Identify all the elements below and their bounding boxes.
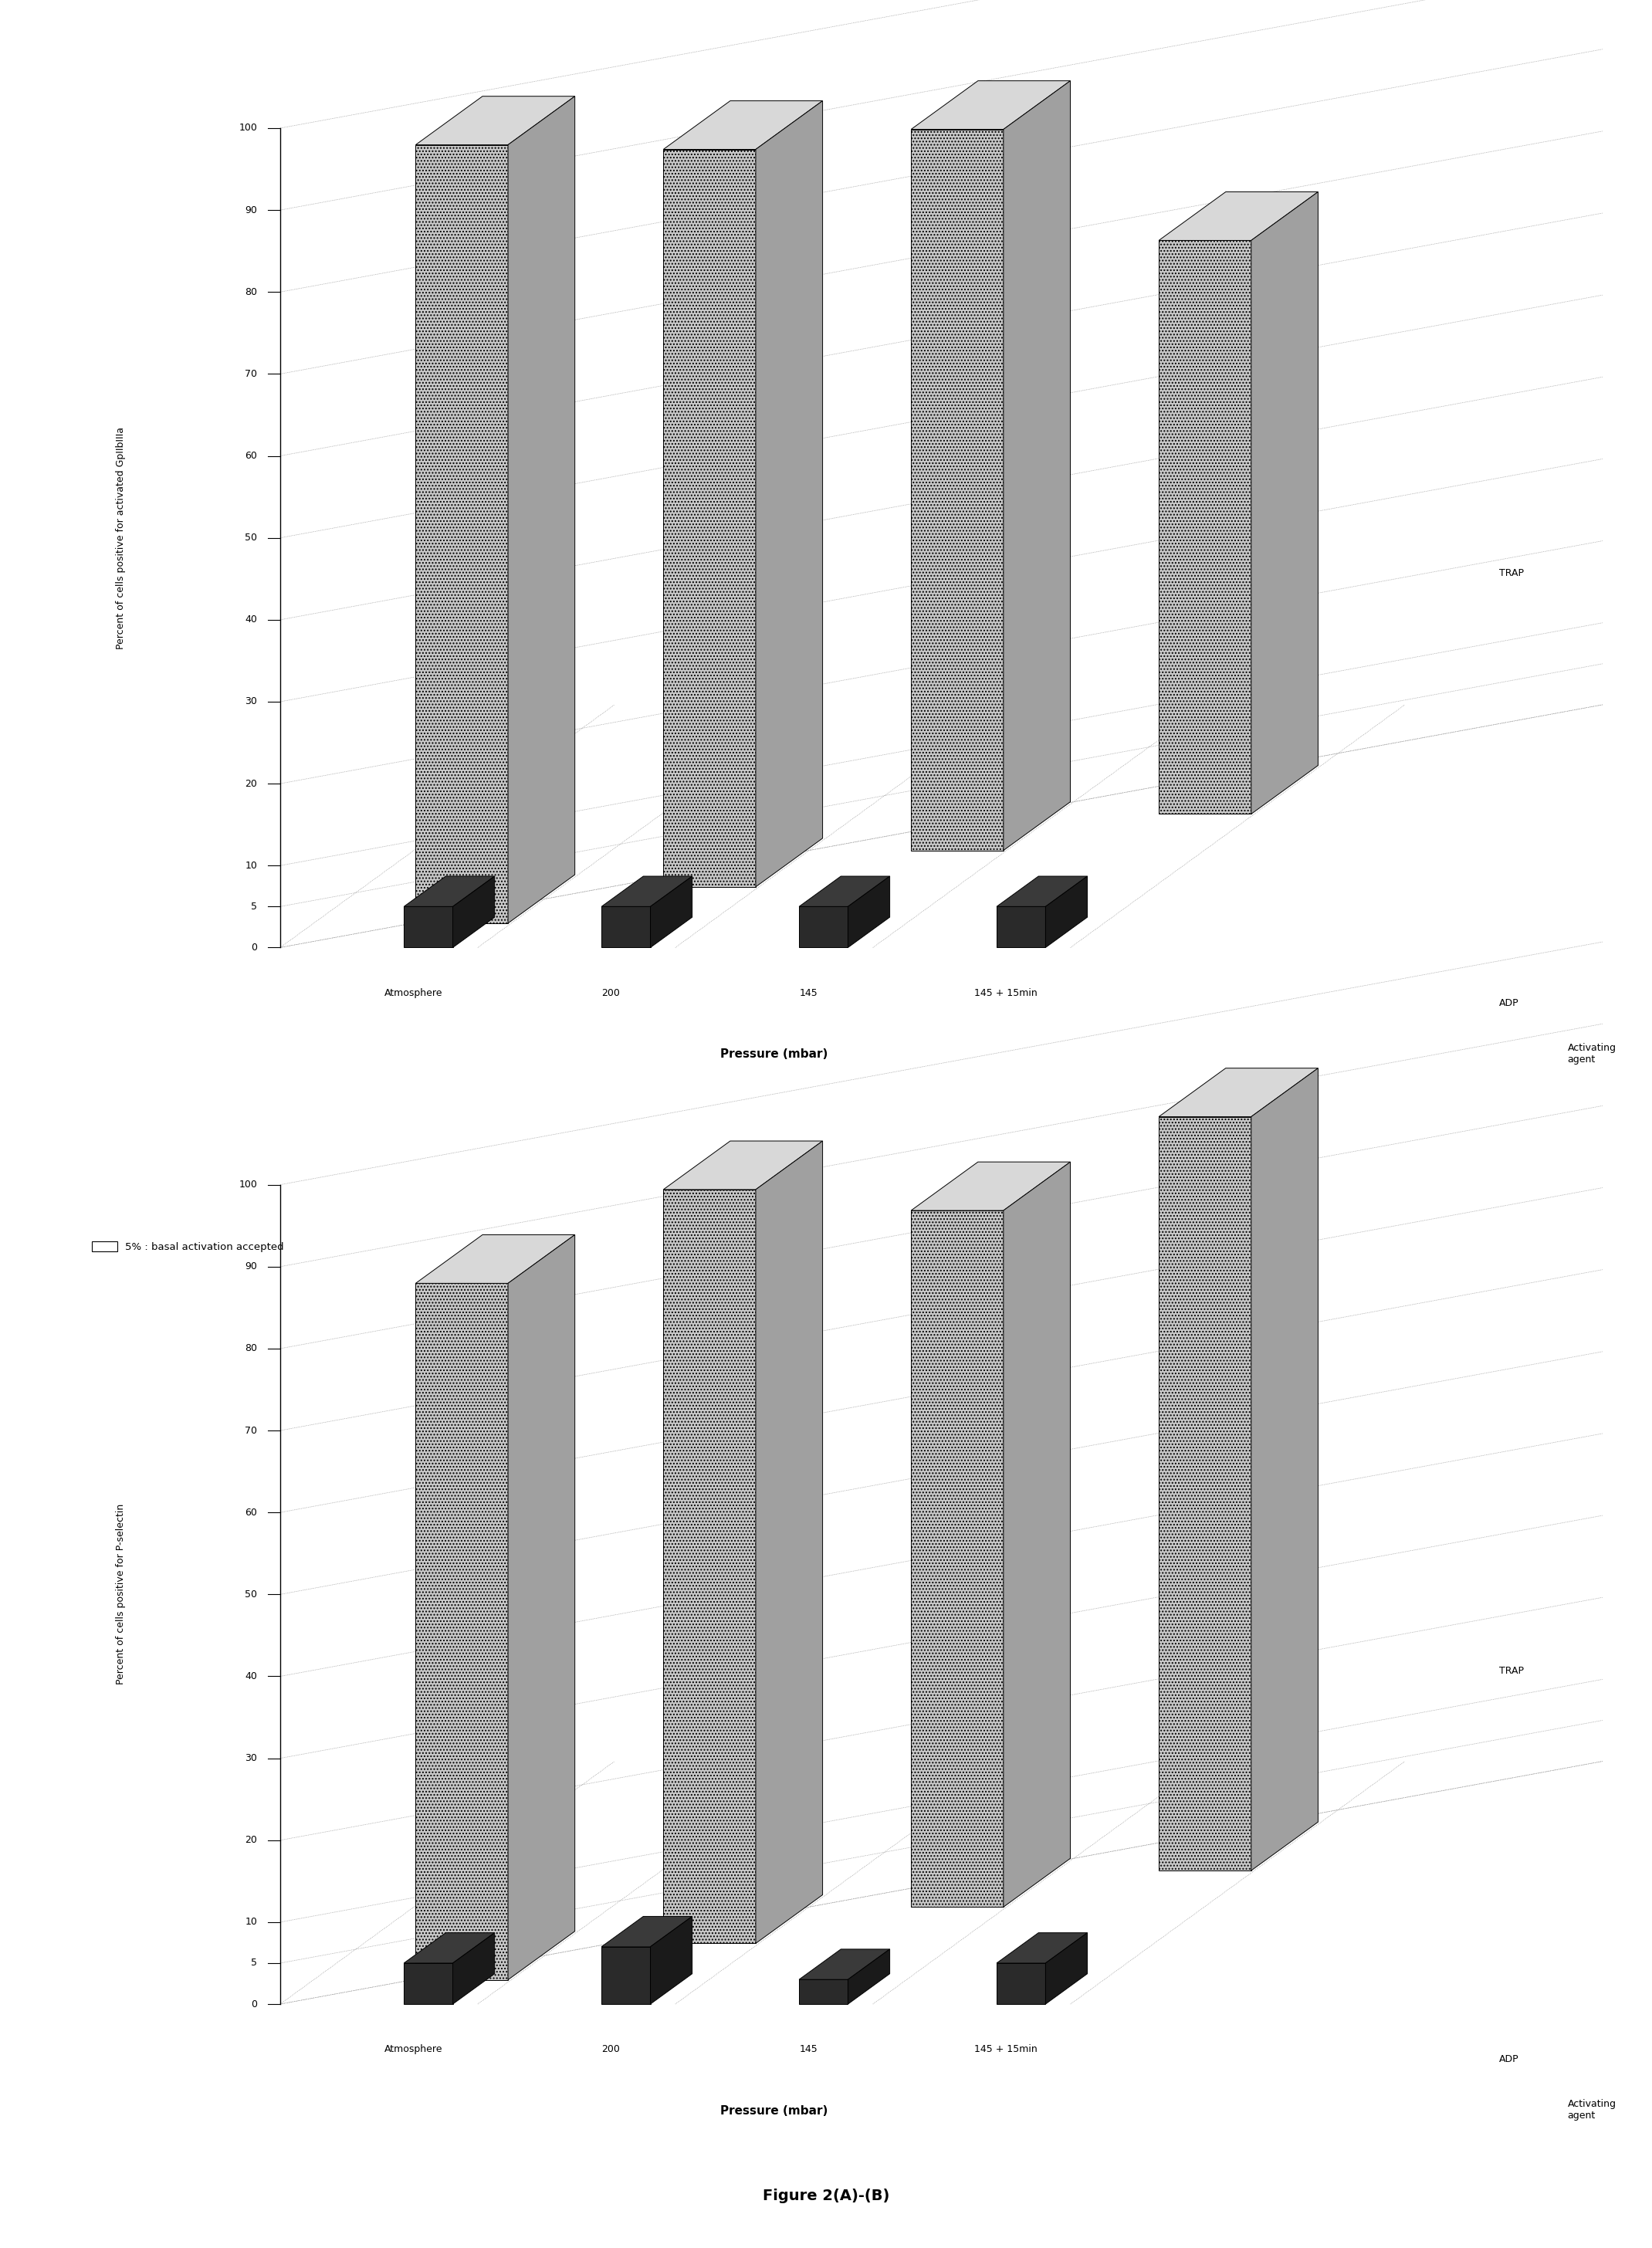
Polygon shape bbox=[847, 1949, 890, 2005]
Polygon shape bbox=[1158, 241, 1251, 814]
Text: 30: 30 bbox=[244, 697, 258, 706]
Polygon shape bbox=[800, 877, 890, 906]
Polygon shape bbox=[403, 1933, 494, 1963]
Polygon shape bbox=[996, 906, 1046, 946]
Text: 10: 10 bbox=[244, 1918, 258, 1927]
Text: 200: 200 bbox=[601, 989, 620, 998]
Text: Percent of cells positive for activated GpIIbIIIa: Percent of cells positive for activated … bbox=[116, 427, 126, 650]
Polygon shape bbox=[1046, 1933, 1087, 2005]
Polygon shape bbox=[453, 1933, 494, 2005]
Polygon shape bbox=[1251, 1068, 1318, 1870]
Polygon shape bbox=[800, 906, 847, 946]
Polygon shape bbox=[1046, 877, 1087, 946]
Polygon shape bbox=[847, 877, 890, 946]
Polygon shape bbox=[416, 97, 575, 144]
Text: 70: 70 bbox=[244, 1425, 258, 1436]
Text: 40: 40 bbox=[244, 614, 258, 625]
Polygon shape bbox=[651, 877, 692, 946]
Text: 0: 0 bbox=[251, 1998, 258, 2010]
Polygon shape bbox=[453, 877, 494, 946]
Text: 145: 145 bbox=[800, 2046, 818, 2055]
Text: 145: 145 bbox=[800, 989, 818, 998]
Polygon shape bbox=[416, 1284, 507, 1980]
Polygon shape bbox=[996, 877, 1087, 906]
Text: Pressure (mbar): Pressure (mbar) bbox=[720, 2104, 828, 2118]
Text: 200: 200 bbox=[601, 2046, 620, 2055]
Text: 60: 60 bbox=[244, 1508, 258, 1517]
Text: Atmosphere: Atmosphere bbox=[383, 2046, 443, 2055]
Polygon shape bbox=[912, 81, 1070, 130]
Polygon shape bbox=[1158, 1068, 1318, 1117]
Polygon shape bbox=[912, 1209, 1003, 1906]
Text: TRAP: TRAP bbox=[1498, 569, 1523, 578]
Polygon shape bbox=[755, 101, 823, 886]
Text: 0: 0 bbox=[251, 942, 258, 953]
Polygon shape bbox=[996, 1933, 1087, 1963]
Legend: 5% : basal activation accepted: 5% : basal activation accepted bbox=[88, 1236, 287, 1257]
Text: 40: 40 bbox=[244, 1670, 258, 1682]
Polygon shape bbox=[403, 1963, 453, 2005]
Polygon shape bbox=[403, 877, 494, 906]
Polygon shape bbox=[416, 1234, 575, 1284]
Polygon shape bbox=[1003, 81, 1070, 850]
Text: 80: 80 bbox=[244, 1344, 258, 1353]
Text: 100: 100 bbox=[240, 1180, 258, 1189]
Text: 50: 50 bbox=[244, 1589, 258, 1598]
Text: 90: 90 bbox=[244, 205, 258, 216]
Polygon shape bbox=[664, 1142, 823, 1189]
Text: 20: 20 bbox=[244, 1834, 258, 1846]
Polygon shape bbox=[651, 1915, 692, 2005]
Text: 145 + 15min: 145 + 15min bbox=[975, 2046, 1037, 2055]
Text: Pressure (mbar): Pressure (mbar) bbox=[720, 1048, 828, 1061]
Polygon shape bbox=[664, 101, 823, 148]
Polygon shape bbox=[912, 130, 1003, 850]
Text: Activating
agent: Activating agent bbox=[1568, 2100, 1616, 2120]
Text: 90: 90 bbox=[244, 1261, 258, 1272]
Polygon shape bbox=[1251, 191, 1318, 814]
Text: 145 + 15min: 145 + 15min bbox=[975, 989, 1037, 998]
Polygon shape bbox=[601, 1915, 692, 1947]
Polygon shape bbox=[601, 1947, 651, 2005]
Text: Atmosphere: Atmosphere bbox=[383, 989, 443, 998]
Polygon shape bbox=[664, 148, 755, 886]
Polygon shape bbox=[800, 1980, 847, 2005]
Text: 60: 60 bbox=[244, 452, 258, 461]
Text: ADP: ADP bbox=[1498, 2055, 1518, 2064]
Polygon shape bbox=[755, 1142, 823, 1942]
Text: TRAP: TRAP bbox=[1498, 1666, 1523, 1677]
Polygon shape bbox=[507, 97, 575, 924]
Text: ADP: ADP bbox=[1498, 998, 1518, 1007]
Polygon shape bbox=[996, 1963, 1046, 2005]
Polygon shape bbox=[601, 906, 651, 946]
Text: 70: 70 bbox=[244, 369, 258, 380]
Text: 20: 20 bbox=[244, 778, 258, 789]
Polygon shape bbox=[601, 877, 692, 906]
Text: 10: 10 bbox=[244, 861, 258, 870]
Text: 5: 5 bbox=[251, 901, 258, 913]
Polygon shape bbox=[1158, 1117, 1251, 1870]
Polygon shape bbox=[912, 1162, 1070, 1209]
Polygon shape bbox=[664, 1189, 755, 1942]
Polygon shape bbox=[1003, 1162, 1070, 1906]
Polygon shape bbox=[507, 1234, 575, 1980]
Text: Percent of cells positive for P-selectin: Percent of cells positive for P-selectin bbox=[116, 1504, 126, 1684]
Text: 80: 80 bbox=[244, 288, 258, 297]
Polygon shape bbox=[800, 1949, 890, 1980]
Polygon shape bbox=[1158, 191, 1318, 241]
Text: 30: 30 bbox=[244, 1753, 258, 1762]
Polygon shape bbox=[403, 906, 453, 946]
Text: Activating
agent: Activating agent bbox=[1568, 1043, 1616, 1063]
Text: 50: 50 bbox=[244, 533, 258, 542]
Text: Figure 2(A)-(B): Figure 2(A)-(B) bbox=[763, 2187, 889, 2203]
Text: 5: 5 bbox=[251, 1958, 258, 1969]
Text: 100: 100 bbox=[240, 124, 258, 133]
Polygon shape bbox=[416, 144, 507, 924]
